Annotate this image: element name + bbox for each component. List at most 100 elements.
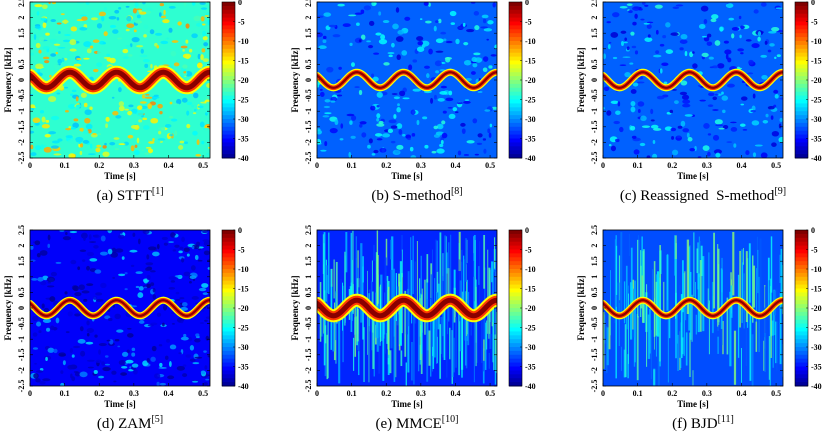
x-tick-label: 0.5: [771, 389, 781, 398]
x-tick-label: 0: [601, 389, 605, 398]
tf-plot-a: -2.5 -2 -1.5 -1 -0.5 0 0.5 1 1.5 2 2.5 0 0.1 0.2 0.3 0.…: [3, 0, 249, 181]
x-tick-label: 0.4: [736, 389, 746, 398]
panel-d: -2.5 -2 -1.5 -1 -0.5 0 0.5 1 1.5 2 2.5 0 0.1 0.2 0.3 0.…: [0, 225, 254, 437]
colorbar-tick-label: 0: [238, 0, 242, 7]
y-tick-label: -1.5: [590, 120, 599, 133]
colorbar: [221, 229, 236, 387]
y-axis-label: Frequency [kHz]: [576, 275, 586, 340]
x-tick-label: 0.1: [633, 389, 643, 398]
colorbar-tick-label: -5: [525, 246, 532, 255]
y-axis-label: Frequency [kHz]: [290, 275, 300, 340]
y-axis-label: Frequency [kHz]: [3, 47, 13, 112]
x-tick-label: 0: [28, 389, 32, 398]
colorbar-tick-label: 0: [811, 226, 815, 235]
y-tick-label: 1: [304, 47, 313, 51]
x-tick-label: 0.4: [450, 389, 460, 398]
y-tick-label: 2: [590, 16, 599, 20]
caption-method: Reassigned S-method: [640, 188, 775, 204]
caption-reference: [5]: [151, 414, 164, 425]
colorbar-tick-label: -30: [811, 343, 822, 352]
x-tick-label: 0.2: [667, 389, 677, 398]
tf-plot-c: -2.5 -2 -1.5 -1 -0.5 0 0.5 1 1.5 2 2.5 0 0.1 0.2 0.3 0.…: [576, 0, 822, 181]
y-tick-label: 0: [304, 78, 313, 82]
y-tick-label: -2.5: [17, 152, 26, 165]
x-tick-label: 0.2: [381, 389, 391, 398]
y-tick-label: -2.5: [590, 380, 599, 393]
panel-b: -2.5 -2 -1.5 -1 -0.5 0 0.5 1 1.5 2 2.5 0 0.1 0.2 0.3 0.…: [287, 0, 541, 210]
colorbar-tick-label: -25: [238, 324, 249, 333]
colorbar-tick-label: -30: [525, 115, 536, 124]
y-tick-label: -2.5: [304, 152, 313, 165]
x-tick-label: 0.3: [702, 389, 712, 398]
colorbar-tick-label: -20: [238, 304, 249, 313]
y-tick-label: 1: [17, 275, 26, 279]
tf-plot-b: -2.5 -2 -1.5 -1 -0.5 0 0.5 1 1.5 2 2.5 0 0.1 0.2 0.3 0.…: [290, 0, 536, 181]
x-tick-label: 0.1: [347, 389, 357, 398]
colorbar-tick-label: -25: [238, 96, 249, 105]
colorbar-tick-label: -25: [811, 324, 822, 333]
colorbar-tick-label: -35: [238, 135, 249, 144]
y-tick-label: 0: [590, 78, 599, 82]
colorbar-tick-label: -35: [811, 363, 822, 372]
x-tick-label: 0.2: [667, 161, 677, 170]
y-tick-label: -1: [304, 336, 313, 343]
x-tick-label: 0.1: [60, 389, 70, 398]
tf-plot-f: -2.5 -2 -1.5 -1 -0.5 0 0.5 1 1.5 2 2.5 0 0.1 0.2 0.3 0.…: [576, 225, 822, 409]
y-tick-label: -1.5: [17, 348, 26, 361]
colorbar: [221, 1, 236, 159]
x-tick-label: 0.3: [416, 161, 426, 170]
colorbar-tick-label: -40: [238, 382, 249, 391]
x-axis-label: Time [s]: [104, 399, 136, 409]
caption-d: (d) ZAM[5]: [97, 414, 163, 433]
y-tick-label: 2: [304, 244, 313, 248]
y-tick-label: 2: [17, 16, 26, 20]
x-axis-label: Time [s]: [391, 399, 423, 409]
y-tick-label: -0.5: [304, 317, 313, 330]
y-tick-label: 2: [590, 244, 599, 248]
colorbar-tick-label: -35: [525, 363, 536, 372]
y-tick-label: 0: [17, 78, 26, 82]
x-tick-label: 0: [315, 161, 319, 170]
x-tick-label: 0.5: [485, 161, 495, 170]
caption-reference: [11]: [717, 414, 734, 425]
y-tick-label: 1.5: [590, 256, 599, 266]
y-tick-label: 0.5: [590, 59, 599, 69]
y-axis-label: Frequency [kHz]: [576, 47, 586, 112]
caption-label: (a): [96, 188, 114, 204]
y-tick-label: -2: [590, 139, 599, 146]
colorbar-tick-label: -15: [525, 285, 536, 294]
caption-label: (b): [371, 188, 389, 204]
x-tick-label: 0.1: [347, 161, 357, 170]
y-tick-label: 1: [590, 275, 599, 279]
caption-method: BJD: [690, 416, 718, 432]
x-tick-label: 0.5: [771, 161, 781, 170]
y-tick-label: -1: [590, 336, 599, 343]
y-tick-label: 1.5: [17, 256, 26, 266]
y-tick-label: 1: [590, 47, 599, 51]
colorbar-tick-label: -25: [525, 96, 536, 105]
colorbar-tick-label: -5: [525, 18, 532, 27]
colorbar-tick-label: -40: [525, 154, 536, 163]
y-tick-label: -0.5: [590, 317, 599, 330]
noise-texture: [30, 2, 210, 158]
colorbar-tick-label: -5: [811, 246, 818, 255]
y-tick-label: 0.5: [17, 59, 26, 69]
signal-ridge: [317, 293, 497, 323]
colorbar-tick-label: -30: [238, 115, 249, 124]
colorbar-tick-label: -10: [238, 265, 249, 274]
caption-e: (e) MMCE[10]: [376, 414, 459, 433]
caption-reference: [9]: [774, 186, 787, 197]
y-tick-label: -2.5: [304, 380, 313, 393]
x-tick-label: 0.5: [485, 389, 495, 398]
y-tick-label: -2: [17, 139, 26, 146]
colorbar-tick-label: 0: [525, 0, 529, 7]
caption-reference: [1]: [151, 186, 164, 197]
y-tick-label: 0: [590, 306, 599, 310]
colorbar-tick-label: -35: [238, 363, 249, 372]
caption-method: S-method: [392, 188, 451, 204]
y-tick-label: -1.5: [17, 120, 26, 133]
x-tick-label: 0.4: [163, 389, 173, 398]
y-tick-label: -1: [304, 108, 313, 115]
y-tick-label: 1: [304, 275, 313, 279]
